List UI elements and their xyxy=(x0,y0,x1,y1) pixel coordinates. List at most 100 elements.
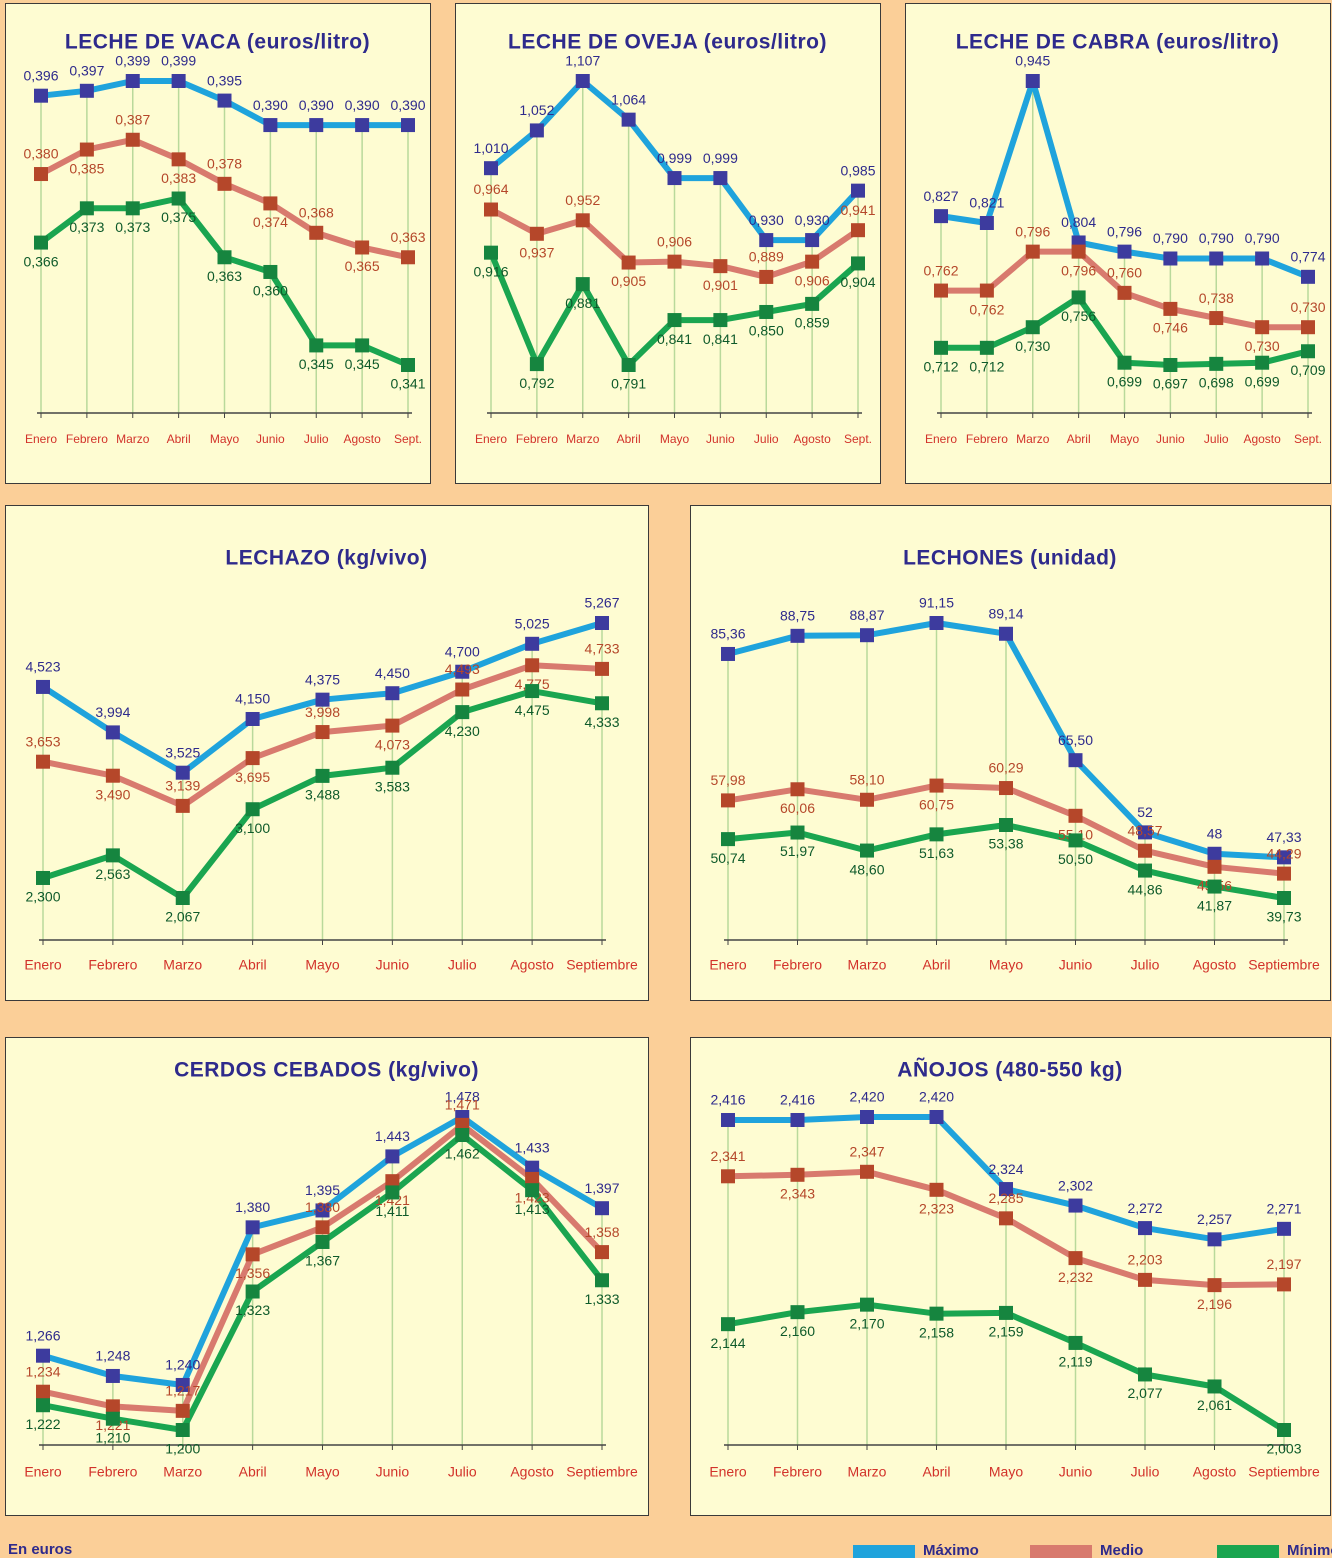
x-tick-label: Agosto xyxy=(510,957,554,973)
marker xyxy=(1071,290,1086,305)
marker xyxy=(851,183,865,198)
value-label: 0,774 xyxy=(1290,249,1325,265)
value-label: 1,222 xyxy=(25,1416,60,1432)
value-label: 4,733 xyxy=(584,641,619,657)
marker xyxy=(1068,808,1083,823)
marker xyxy=(713,259,728,274)
value-label: 0,945 xyxy=(1015,53,1050,69)
marker xyxy=(385,718,400,733)
marker xyxy=(1301,320,1315,335)
marker xyxy=(525,658,540,673)
marker xyxy=(621,112,636,127)
value-label: 0,760 xyxy=(1107,265,1142,281)
value-label: 0,397 xyxy=(69,62,104,78)
value-label: 53,38 xyxy=(988,836,1023,852)
marker xyxy=(1068,1335,1083,1350)
value-label: 0,941 xyxy=(840,202,875,218)
marker xyxy=(34,235,48,250)
value-label: 0,390 xyxy=(253,97,288,113)
value-label: 0,762 xyxy=(923,262,958,278)
marker xyxy=(385,1149,400,1164)
marker xyxy=(790,825,805,840)
marker xyxy=(1277,1221,1291,1236)
value-label: 0,698 xyxy=(1199,375,1234,391)
value-label: 0,916 xyxy=(473,263,508,279)
marker xyxy=(805,254,820,269)
marker xyxy=(355,118,370,133)
marker xyxy=(1209,251,1224,266)
panel xyxy=(905,3,1331,484)
marker xyxy=(401,358,415,372)
value-label: 50,74 xyxy=(710,850,745,866)
marker xyxy=(529,123,544,138)
marker xyxy=(860,1297,874,1312)
chart-title: LECHE DE CABRA (euros/litro) xyxy=(956,31,1280,54)
value-label: 4,333 xyxy=(584,714,619,730)
x-tick-label: Abril xyxy=(617,432,641,446)
value-label: 3,490 xyxy=(95,786,130,802)
value-label: 3,994 xyxy=(95,704,130,720)
value-label: 0,697 xyxy=(1153,376,1188,392)
marker xyxy=(759,304,774,319)
marker xyxy=(929,1182,944,1197)
value-label: 51,97 xyxy=(780,843,815,859)
value-label: 1,234 xyxy=(25,1363,60,1379)
marker xyxy=(263,264,278,279)
value-label: 0,399 xyxy=(115,53,150,69)
value-label: 3,488 xyxy=(305,787,340,803)
marker xyxy=(529,357,544,372)
x-tick-label: Febrero xyxy=(516,432,558,446)
marker xyxy=(851,223,865,238)
x-tick-label: Agosto xyxy=(1193,1464,1237,1480)
x-tick-label: Febrero xyxy=(773,957,822,973)
x-tick-label: Junio xyxy=(1059,957,1093,973)
marker xyxy=(105,1411,120,1426)
value-label: 0,366 xyxy=(23,253,58,269)
marker xyxy=(999,1211,1013,1226)
marker xyxy=(79,201,94,216)
marker xyxy=(999,1305,1013,1320)
chart-title: CERDOS CEBADOS (kg/vivo) xyxy=(174,1059,479,1082)
marker xyxy=(1138,825,1152,840)
marker xyxy=(1138,1221,1152,1236)
x-tick-label: Abril xyxy=(922,957,950,973)
marker xyxy=(1138,863,1152,878)
x-tick-label: Junio xyxy=(706,432,735,446)
marker xyxy=(1207,1232,1222,1247)
marker xyxy=(595,616,609,630)
value-label: 0,390 xyxy=(299,97,334,113)
x-tick-label: Febrero xyxy=(773,1464,822,1480)
value-label: 44,29 xyxy=(1266,845,1301,861)
marker xyxy=(484,202,498,217)
x-tick-label: Junio xyxy=(1156,432,1185,446)
marker xyxy=(36,1348,50,1363)
value-label: 1,217 xyxy=(165,1383,200,1399)
value-label: 2,343 xyxy=(780,1185,815,1201)
x-tick-label: Abril xyxy=(922,1464,950,1480)
value-label: 0,373 xyxy=(69,219,104,235)
value-label: 0,889 xyxy=(749,249,784,265)
marker xyxy=(1138,1272,1152,1287)
marker xyxy=(385,686,400,701)
marker xyxy=(175,1423,190,1437)
chart-title: LECHONES (unidad) xyxy=(903,547,1117,570)
marker xyxy=(217,93,232,108)
value-label: 0,399 xyxy=(161,53,196,69)
marker xyxy=(790,782,805,797)
value-label: 52 xyxy=(1137,804,1153,820)
marker xyxy=(999,781,1013,796)
value-label: 2,003 xyxy=(1266,1441,1301,1457)
marker xyxy=(1277,866,1291,881)
value-label: 4,450 xyxy=(375,665,410,681)
marker xyxy=(455,682,470,697)
marker xyxy=(125,132,140,147)
value-label: 0,796 xyxy=(1015,223,1050,239)
value-label: 0,374 xyxy=(253,214,288,230)
value-label: 4,700 xyxy=(445,643,480,659)
value-label: 4,375 xyxy=(305,671,340,687)
value-label: 60,06 xyxy=(780,800,815,816)
marker xyxy=(805,233,820,248)
x-tick-label: Mayo xyxy=(305,1464,339,1480)
value-label: 1,356 xyxy=(235,1265,270,1281)
value-label: 1,200 xyxy=(165,1441,200,1457)
